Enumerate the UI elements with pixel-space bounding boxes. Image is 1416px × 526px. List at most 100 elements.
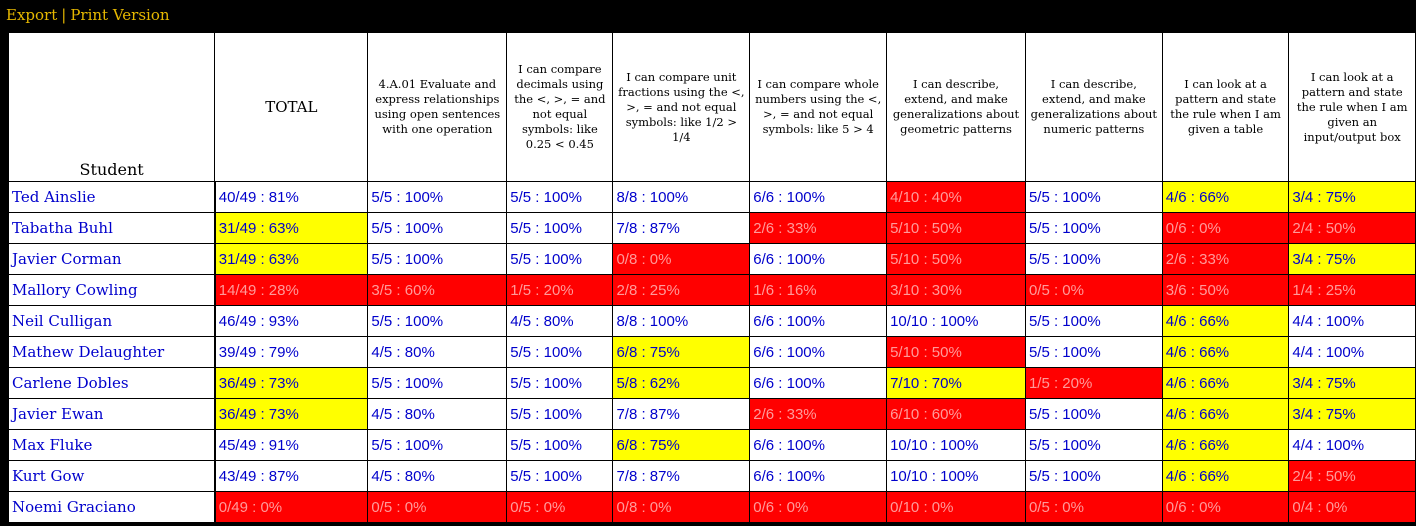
score-cell: 0/6 : 0%	[1161, 491, 1290, 523]
score-cell: 4/5 : 80%	[367, 460, 508, 492]
score-cell: 1/5 : 20%	[506, 274, 614, 306]
student-name-link[interactable]: Max Fluke	[7, 429, 216, 461]
score-cell: 4/6 : 66%	[1161, 367, 1290, 399]
score-cell: 5/5 : 100%	[367, 429, 508, 461]
score-cell: 5/5 : 100%	[506, 460, 614, 492]
header-row: Student TOTAL 4.A.01 Evaluate and express …	[7, 32, 1416, 182]
score-cell: 5/8 : 62%	[612, 367, 751, 399]
score-cell: 2/6 : 33%	[1161, 243, 1290, 275]
score-cell: 8/8 : 100%	[612, 181, 751, 213]
total-score-cell: 43/49 : 87%	[214, 460, 369, 492]
score-cell: 2/8 : 25%	[612, 274, 751, 306]
total-score-cell: 39/49 : 79%	[214, 336, 369, 368]
total-score-cell: 36/49 : 73%	[214, 398, 369, 430]
score-cell: 5/5 : 100%	[1024, 243, 1163, 275]
score-cell: 8/8 : 100%	[612, 305, 751, 337]
student-name-link[interactable]: Neil Culligan	[7, 305, 216, 337]
score-cell: 10/10 : 100%	[886, 460, 1026, 492]
score-cell: 4/6 : 66%	[1161, 460, 1290, 492]
score-cell: 6/6 : 100%	[749, 181, 888, 213]
score-cell: 5/5 : 100%	[1024, 336, 1163, 368]
score-cell: 5/5 : 100%	[1024, 429, 1163, 461]
score-cell: 4/5 : 80%	[367, 336, 508, 368]
table-body: Ted Ainslie 40/49 : 81% 5/5 : 100% 5/5 : 10…	[7, 181, 1416, 523]
column-header-standard: I can describe, extend, and make general…	[886, 32, 1026, 182]
score-cell: 5/5 : 100%	[1024, 398, 1163, 430]
score-cell: 6/6 : 100%	[749, 460, 888, 492]
column-header-student: Student	[7, 32, 216, 182]
student-name-link[interactable]: Noemi Graciano	[7, 491, 216, 523]
score-cell: 0/4 : 0%	[1288, 491, 1416, 523]
score-cell: 3/4 : 75%	[1288, 243, 1416, 275]
score-cell: 3/6 : 50%	[1161, 274, 1290, 306]
score-cell: 6/6 : 100%	[749, 243, 888, 275]
student-name-link[interactable]: Ted Ainslie	[7, 181, 216, 213]
table-row: Kurt Gow 43/49 : 87% 4/5 : 80% 5/5 : 100% 7/…	[7, 460, 1416, 492]
gradebook-table: Student TOTAL 4.A.01 Evaluate and express …	[7, 32, 1416, 523]
score-cell: 5/5 : 100%	[367, 212, 508, 244]
score-cell: 4/6 : 66%	[1161, 181, 1290, 213]
score-cell: 1/4 : 25%	[1288, 274, 1416, 306]
score-cell: 5/5 : 100%	[367, 181, 508, 213]
score-cell: 3/10 : 30%	[886, 274, 1026, 306]
total-score-cell: 14/49 : 28%	[214, 274, 369, 306]
score-cell: 5/10 : 50%	[886, 243, 1026, 275]
score-cell: 7/8 : 87%	[612, 398, 751, 430]
score-cell: 5/10 : 50%	[886, 336, 1026, 368]
score-cell: 4/4 : 100%	[1288, 305, 1416, 337]
score-cell: 3/4 : 75%	[1288, 181, 1416, 213]
student-name-link[interactable]: Tabatha Buhl	[7, 212, 216, 244]
score-cell: 4/4 : 100%	[1288, 336, 1416, 368]
total-score-cell: 40/49 : 81%	[214, 181, 369, 213]
print-version-link[interactable]: Print Version	[70, 6, 170, 24]
student-name-link[interactable]: Mallory Cowling	[7, 274, 216, 306]
table-row: Carlene Dobles 36/49 : 73% 5/5 : 100% 5/5 :…	[7, 367, 1416, 399]
score-cell: 5/5 : 100%	[1024, 181, 1163, 213]
column-header-standard: I can compare decimals using the <, >, =…	[506, 32, 614, 182]
score-cell: 2/6 : 33%	[749, 398, 888, 430]
score-cell: 0/8 : 0%	[612, 243, 751, 275]
score-cell: 5/5 : 100%	[506, 367, 614, 399]
score-cell: 0/6 : 0%	[1161, 212, 1290, 244]
column-header-standard: I can look at a pattern and state the ru…	[1288, 32, 1416, 182]
score-cell: 6/6 : 100%	[749, 367, 888, 399]
score-cell: 4/6 : 66%	[1161, 429, 1290, 461]
total-score-cell: 31/49 : 63%	[214, 243, 369, 275]
score-cell: 4/5 : 80%	[506, 305, 614, 337]
column-header-standard: 4.A.01 Evaluate and express relationship…	[367, 32, 508, 182]
total-score-cell: 45/49 : 91%	[214, 429, 369, 461]
score-cell: 4/4 : 100%	[1288, 429, 1416, 461]
student-name-link[interactable]: Javier Corman	[7, 243, 216, 275]
score-cell: 5/5 : 100%	[367, 367, 508, 399]
student-name-link[interactable]: Javier Ewan	[7, 398, 216, 430]
score-cell: 5/5 : 100%	[367, 305, 508, 337]
score-cell: 6/6 : 100%	[749, 336, 888, 368]
export-link[interactable]: Export	[6, 6, 58, 24]
column-header-standard: I can compare unit fractions using the <…	[612, 32, 751, 182]
toolbar: Export | Print Version	[0, 0, 1416, 32]
score-cell: 4/6 : 66%	[1161, 398, 1290, 430]
student-name-link[interactable]: Kurt Gow	[7, 460, 216, 492]
score-cell: 0/8 : 0%	[612, 491, 751, 523]
score-cell: 5/5 : 100%	[506, 429, 614, 461]
score-cell: 2/6 : 33%	[749, 212, 888, 244]
column-header-standard: I can look at a pattern and state the ru…	[1161, 32, 1290, 182]
student-name-link[interactable]: Mathew Delaughter	[7, 336, 216, 368]
table-row: Neil Culligan 46/49 : 93% 5/5 : 100% 4/5 : …	[7, 305, 1416, 337]
score-cell: 2/4 : 50%	[1288, 460, 1416, 492]
table-row: Javier Corman 31/49 : 63% 5/5 : 100% 5/5 : …	[7, 243, 1416, 275]
table-row: Tabatha Buhl 31/49 : 63% 5/5 : 100% 5/5 : 1…	[7, 212, 1416, 244]
score-cell: 5/5 : 100%	[506, 336, 614, 368]
table-header: Student TOTAL 4.A.01 Evaluate and express …	[7, 32, 1416, 182]
table-row: Max Fluke 45/49 : 91% 5/5 : 100% 5/5 : 100%…	[7, 429, 1416, 461]
table-row: Mallory Cowling 14/49 : 28% 3/5 : 60% 1/5 :…	[7, 274, 1416, 306]
score-cell: 5/5 : 100%	[1024, 212, 1163, 244]
column-header-total: TOTAL	[214, 32, 369, 182]
student-name-link[interactable]: Carlene Dobles	[7, 367, 216, 399]
score-cell: 10/10 : 100%	[886, 305, 1026, 337]
column-header-standard: I can compare whole numbers using the <,…	[749, 32, 888, 182]
score-cell: 2/4 : 50%	[1288, 212, 1416, 244]
table-row: Noemi Graciano 0/49 : 0% 0/5 : 0% 0/5 : 0% 0…	[7, 491, 1416, 523]
score-cell: 3/4 : 75%	[1288, 398, 1416, 430]
score-cell: 6/6 : 100%	[749, 429, 888, 461]
